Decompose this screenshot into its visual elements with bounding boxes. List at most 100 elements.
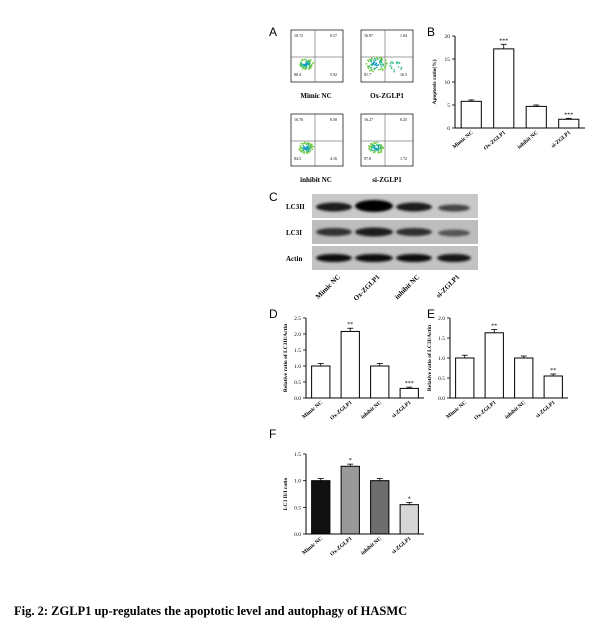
bar-0 <box>460 100 482 129</box>
y-tick-label: 1.5 <box>294 348 301 354</box>
flow-cell-dot <box>300 142 303 145</box>
flow-cell-dot <box>384 59 387 62</box>
x-tick-label: Ox-ZGLP1 <box>329 400 353 422</box>
flow-plot-1: 16.97 1.04 81.7 16.5 <box>360 29 414 83</box>
y-axis-label: Relative ratio of LC3I/Actin <box>427 325 433 391</box>
flow-cell-dot <box>381 68 384 70</box>
flow-cell-dot <box>302 64 305 67</box>
flow-cell-dot <box>309 149 311 151</box>
blot-lane-label-ox-zglp1: Ox-ZGLP1 <box>352 273 382 303</box>
flow-quadrant-value: 0.57 <box>330 33 337 38</box>
y-tick-label: 0.5 <box>438 376 445 382</box>
flow-cell-dot <box>307 148 310 150</box>
y-tick-label: 0.5 <box>294 380 301 386</box>
flow-cell-dot <box>379 61 381 64</box>
flow-cell-dot <box>302 151 305 154</box>
flow-cell-dot <box>367 67 370 70</box>
x-tick-label: si-ZGLP1 <box>535 400 557 420</box>
x-tick-label: Mimic NC <box>445 400 468 420</box>
flow-quadrant-value: 4.16 <box>330 156 337 161</box>
flow-cell-dot <box>370 59 372 62</box>
flow-quadrant-value: 1.72 <box>400 156 407 161</box>
flow-cell-dot <box>374 59 377 62</box>
flow-cell-dot <box>302 142 305 145</box>
panel-label-d: D <box>269 307 278 321</box>
flow-quadrant-value: 5.92 <box>330 72 337 77</box>
flow-cell-dot <box>304 68 307 71</box>
flow-cell-dot <box>310 146 313 149</box>
flow-cell-dot <box>397 66 400 68</box>
flow-cell-dot <box>304 65 306 68</box>
flow-quadrant-value: 16.5 <box>400 72 407 77</box>
figure-caption: Fig. 2: ZGLP1 up-regulates the apoptotic… <box>14 604 408 618</box>
flow-cell-dot <box>371 149 374 152</box>
y-axis-label: Apoptosis ratio(%) <box>431 59 438 104</box>
significance-mark: ** <box>491 324 497 330</box>
x-tick-label: si-ZGLP1 <box>391 536 413 556</box>
flow-cell-dot <box>367 60 370 63</box>
x-tick-label: si-ZGLP1 <box>391 400 413 420</box>
blot-lane-label-si-zglp1: si-ZGLP1 <box>435 273 462 300</box>
flow-quadrant-value: 88.4 <box>294 72 301 77</box>
bar-2 <box>514 357 534 399</box>
flow-cell-dot <box>298 148 301 151</box>
flow-cell-dot <box>304 58 307 61</box>
blot-row-label-lc3i: LC3I <box>286 229 302 237</box>
flow-cell-dot <box>299 146 302 149</box>
flow-cell-dot <box>306 150 309 153</box>
panel-label-e: E <box>427 307 436 321</box>
x-tick-label: inhibit NC <box>517 130 540 151</box>
flow-cell-dot <box>371 146 373 149</box>
flow-cell-dot <box>370 60 372 63</box>
flow-cell-dot <box>374 142 377 145</box>
flow-cell-dot <box>308 65 311 68</box>
flow-cell-dot <box>300 59 303 62</box>
flow-cell-dot <box>393 69 395 71</box>
flow-cell-dot <box>370 68 373 71</box>
x-tick-label: inhibit NC <box>504 400 527 421</box>
flow-cell-dot <box>390 61 392 63</box>
flow-cell-dot <box>374 148 377 151</box>
x-tick-label: Ox-ZGLP1 <box>483 130 507 152</box>
flow-cell-dot <box>374 67 376 69</box>
y-axis-label: LC3 II/I ratio <box>283 478 289 511</box>
flow-cell-dot <box>373 142 376 144</box>
flow-cell-dot <box>370 67 372 69</box>
x-tick-label: inhibit NC <box>360 400 383 421</box>
flow-cell-dot <box>377 64 380 66</box>
flow-cell-dot <box>389 65 392 67</box>
bar-3 <box>399 387 419 399</box>
flow-cell-dot <box>385 62 388 65</box>
flow-cell-dot <box>369 145 372 148</box>
flow-quadrant-value: 16.27 <box>364 117 373 122</box>
flow-plot-frame <box>290 29 344 83</box>
flow-cell-dot <box>303 148 306 151</box>
flow-label-si-zglp1: si-ZGLP1 <box>372 176 402 184</box>
y-axis-label: Relative ratio of LC3II/Actin <box>283 324 289 392</box>
flow-cell-dot <box>374 57 376 60</box>
y-tick-label: 1.0 <box>294 364 301 370</box>
x-tick-label: Ox-ZGLP1 <box>473 400 497 422</box>
flow-cell-dot <box>376 58 379 61</box>
flow-cell-dot <box>382 63 384 66</box>
flow-cell-dot <box>380 148 383 151</box>
flow-plot-0: 10.72 0.57 88.4 5.92 <box>290 29 344 83</box>
flow-cell-dot <box>306 60 309 63</box>
y-tick-label: 0.5 <box>294 505 301 511</box>
flow-cell-dot <box>312 145 315 148</box>
flow-quadrant-value: 81.7 <box>364 72 371 77</box>
flow-cell-dot <box>375 62 378 65</box>
flow-plot-frame <box>360 29 414 83</box>
bar-0 <box>455 357 475 399</box>
flow-cell-dot <box>379 56 381 59</box>
significance-mark: *** <box>564 112 573 118</box>
flow-cell-dot <box>368 148 370 150</box>
flow-cell-dot <box>370 57 373 60</box>
flow-cell-dot <box>371 64 374 67</box>
panel-label-c: C <box>269 190 278 204</box>
y-tick-label: 5 <box>447 103 450 109</box>
blot-row-label-actin: Actin <box>286 255 303 263</box>
flow-quadrant-value: 0.25 <box>400 117 407 122</box>
flow-cell-dot <box>373 146 376 149</box>
flow-cell-dot <box>376 141 379 144</box>
